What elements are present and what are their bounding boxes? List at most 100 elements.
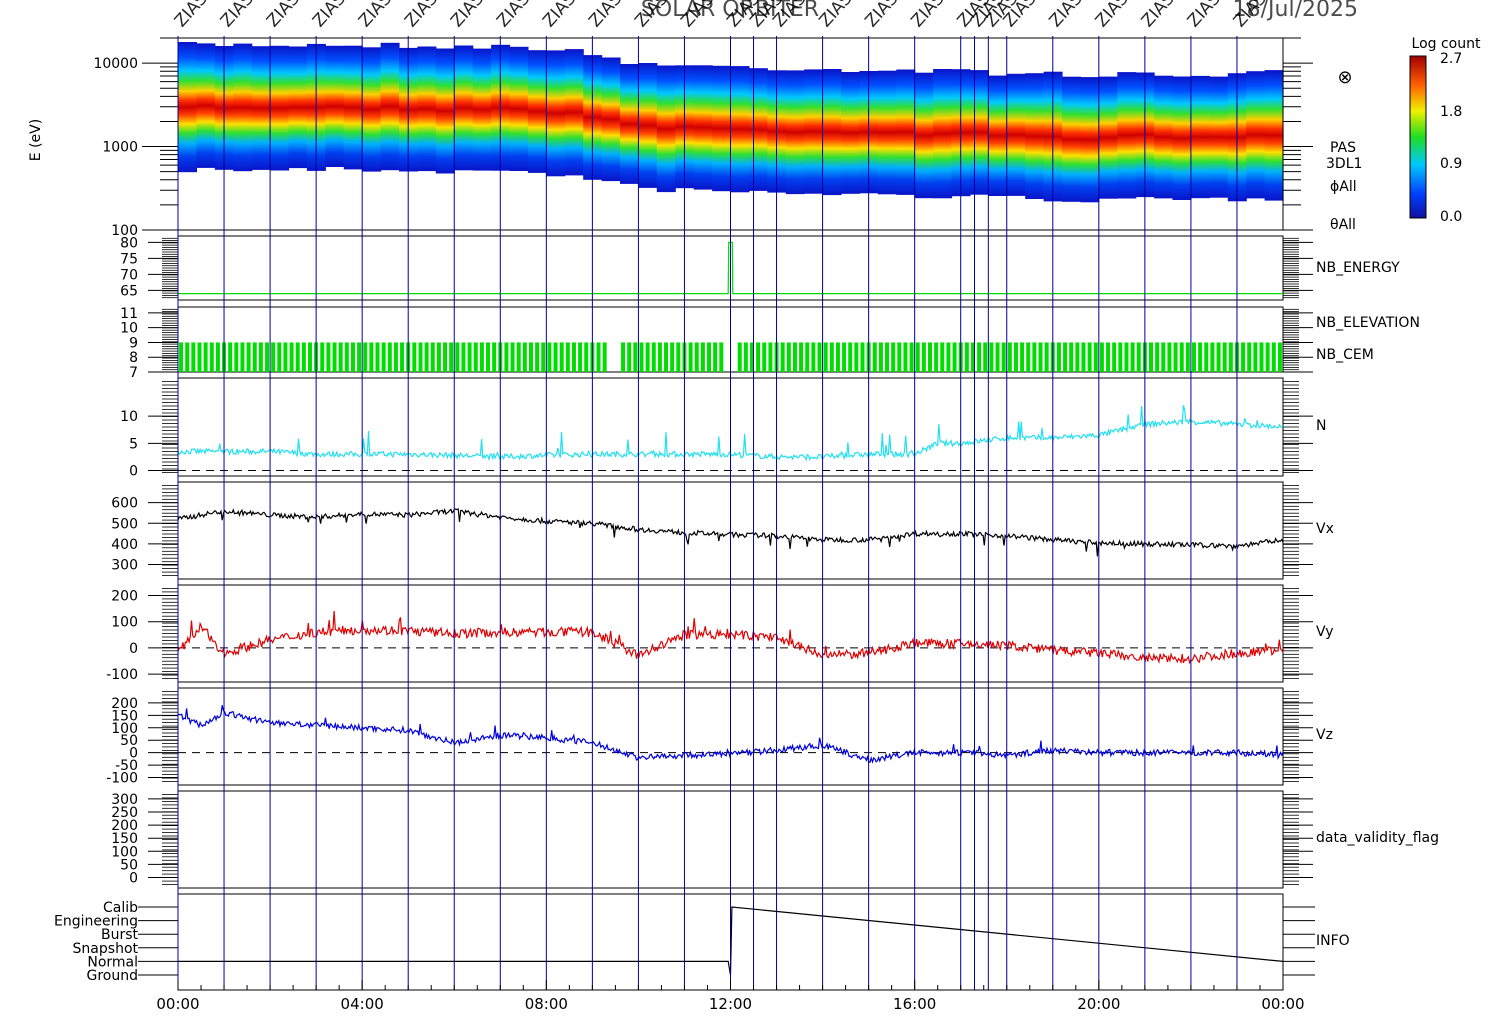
spectrogram-slice	[417, 46, 437, 172]
panel-tick-label: 9	[129, 335, 138, 351]
panel-label-nb-cem: NB_CEM	[1316, 347, 1374, 363]
spectrogram-slice	[804, 69, 824, 194]
spectrogram-y-label: E (eV)	[28, 119, 44, 161]
spectrogram-slice	[896, 69, 916, 195]
instrument-label-phi-all: ϕAll	[1330, 179, 1357, 195]
event-marker-label: ZIAS	[1046, 0, 1087, 31]
spectrogram-tick-label: 1000	[102, 140, 138, 156]
panel-tick-label: 200	[111, 696, 138, 712]
panel-tick-label: -100	[106, 667, 138, 683]
panel-tick-label: 8	[129, 350, 138, 366]
event-marker-label: ZIAS	[171, 0, 212, 31]
spectrogram-slice	[969, 70, 989, 195]
panel-label-vy: Vy	[1316, 624, 1334, 640]
panel-tick-label: 150	[111, 708, 138, 724]
spectrogram-slice	[196, 43, 216, 168]
spectrogram-slice	[325, 45, 345, 167]
spectrogram-slice	[656, 65, 676, 193]
spectrogram-slice	[601, 57, 621, 182]
panel-tick-label: -100	[106, 771, 138, 787]
spectrogram-slice	[1080, 77, 1100, 203]
panel-label-vx: Vx	[1316, 521, 1334, 537]
panel-tick-label: 65	[120, 283, 138, 299]
spectrogram-slice	[454, 45, 474, 171]
panel-label-density: N	[1316, 418, 1326, 434]
panel-label-info: INFO	[1316, 933, 1350, 949]
panel-tick-label: 200	[111, 588, 138, 604]
panel-tick-label: 100	[111, 721, 138, 737]
panel-tick-label: 400	[111, 537, 138, 553]
panel-tick-label: 0	[129, 871, 138, 887]
spectrogram-slice	[1209, 76, 1229, 198]
time-tick-label: 00:00	[1261, 995, 1304, 1013]
spectrogram-slice	[1190, 75, 1210, 199]
spectrogram-slice	[509, 46, 529, 171]
panel-tick-label: 7	[129, 365, 138, 381]
info-category-label: Calib	[103, 900, 138, 916]
colorbar: Log count 2.7 1.8 0.9 0.0	[1409, 36, 1481, 225]
spectrogram-slice	[841, 72, 860, 194]
event-marker-label: ZIAS	[908, 0, 949, 31]
event-marker-label: ZIAS	[493, 0, 534, 31]
direction-into-page-icon: ⊗	[1337, 67, 1352, 88]
time-tick-label: 04:00	[341, 995, 384, 1013]
spectrogram-slice	[288, 46, 308, 169]
panel-tick-label: 10	[120, 409, 138, 425]
spectrogram-slice	[435, 48, 455, 174]
event-marker-label: ZIAS	[309, 0, 350, 31]
spectrogram-panel: E (eV) PAS 3DL1 ϕAll θAll ⊗	[28, 42, 1362, 233]
time-tick-label: 16:00	[893, 995, 936, 1013]
panel-tick-label: 150	[111, 831, 138, 847]
panel-tick-label: 0	[129, 464, 138, 480]
info-category-label: Burst	[101, 927, 139, 943]
info-category-label: Ground	[87, 968, 139, 984]
panel-tick-label: -50	[115, 758, 138, 774]
colorbar-tick-label: 1.8	[1440, 104, 1462, 120]
instrument-label-theta-all: θAll	[1330, 217, 1356, 233]
panel-label-data-validity: data_validity_flag	[1316, 830, 1439, 846]
panel-tick-label: 100	[111, 615, 138, 631]
panel-tick-label: 50	[120, 857, 138, 873]
event-marker-label: ZIAS	[861, 0, 902, 31]
panel-tick-label: 0	[129, 641, 138, 657]
panel-tick-label: 50	[120, 733, 138, 749]
panel-label-nb-energy: NB_ENERGY	[1316, 260, 1400, 276]
spectrogram-slice	[546, 50, 566, 177]
spectrogram-slice	[822, 69, 842, 196]
chart-date: 18/Jul/2025	[1233, 0, 1358, 22]
panel-vx: 300 400 500 600	[111, 481, 1313, 580]
spectrogram-slice	[1098, 76, 1118, 199]
colorbar-tick-label: 0.0	[1440, 209, 1462, 225]
time-tick-label: 20:00	[1077, 995, 1120, 1013]
time-axis: 00:00 04:00 08:00 12:00 16:00 20:00 00:00	[156, 980, 1305, 1013]
panel-vy: -100 0 100 200	[106, 584, 1313, 683]
spectrogram-slice	[564, 49, 584, 176]
event-marker-label: ZIAS	[585, 0, 626, 31]
spectrogram-slice	[693, 65, 713, 190]
spectrogram-slice	[472, 48, 492, 171]
spectrogram-slice	[1025, 73, 1045, 199]
panel-tick-label: 250	[111, 805, 138, 821]
panel-density: 0 5 10	[120, 377, 1313, 480]
spectrogram-slice	[748, 68, 768, 191]
spectrogram-slice	[362, 47, 382, 172]
spectrogram-slice	[914, 72, 934, 199]
time-tick-label: 08:00	[525, 995, 568, 1013]
spectrogram-slice	[1246, 71, 1266, 199]
panel-tick-label: 500	[111, 516, 138, 532]
panel-tick-label: 600	[111, 496, 138, 512]
event-marker-label: ZIAS	[355, 0, 396, 31]
spectrogram-image	[178, 42, 1284, 203]
colorbar-title: Log count	[1412, 36, 1481, 52]
spectrogram-slice	[1154, 75, 1174, 199]
spectrogram-slice	[1172, 76, 1192, 200]
instrument-label-pas: PAS	[1330, 140, 1356, 156]
spectrogram-slice	[988, 75, 1008, 196]
spectrogram-tick-label: 10000	[93, 56, 138, 72]
instrument-label-3dl1: 3DL1	[1326, 156, 1362, 172]
spectrogram-tick-label: 100	[111, 223, 138, 239]
event-marker-label: ZIAS	[217, 0, 258, 31]
